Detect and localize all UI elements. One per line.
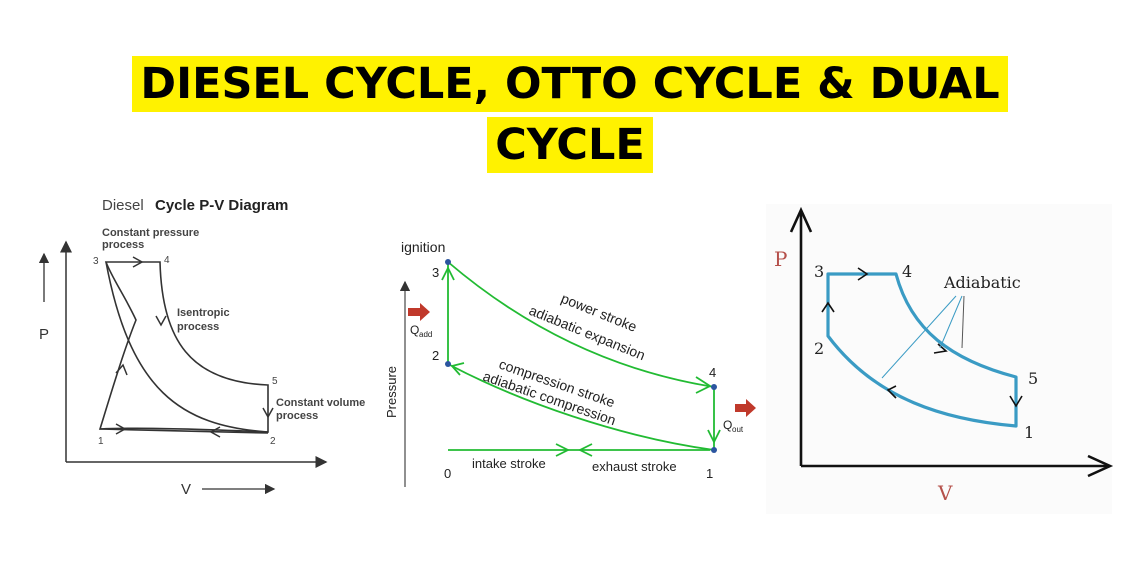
- dual-point-2: 2: [814, 339, 824, 358]
- diesel-heading-a: Diesel: [102, 197, 144, 214]
- dual-cycle-diagram: P V Adiabatic 3 4 2 5 1: [774, 206, 1114, 505]
- otto-cycle-diagram: ignition Pressure Q add 3 2 4 0 1 power …: [384, 239, 756, 487]
- diesel-label-const-volume-2: process: [276, 410, 318, 422]
- diesel-heading-b: Cycle P-V Diagram: [155, 197, 288, 214]
- otto-point-2: 2: [432, 348, 439, 363]
- dual-cycle-path: [826, 272, 1018, 428]
- diesel-arrow-compression: [115, 363, 128, 376]
- otto-point-0: 0: [444, 466, 451, 481]
- otto-curve-3-4: [447, 261, 715, 388]
- otto-arrow-expansion: [695, 376, 712, 394]
- otto-arrow-compression: [450, 362, 465, 376]
- diesel-arrow-5-2: [262, 407, 274, 419]
- diesel-compression-curve: [105, 261, 269, 433]
- diesel-point-4: 4: [164, 255, 170, 266]
- dual-adiabatic-pointer-2: [939, 295, 963, 349]
- dual-y-axis-arrowhead: [789, 206, 813, 233]
- diesel-label-const-volume-1: Constant volume: [276, 397, 365, 409]
- dual-adiabatic-pointer-1: [881, 295, 957, 379]
- dual-point-3: 3: [814, 262, 824, 281]
- diesel-cycle-diagram: Diesel Cycle P-V Diagram P V Constant pr…: [38, 197, 365, 498]
- diesel-label-const-pressure-1: Constant pressure: [102, 227, 199, 239]
- otto-qadd-label: Q: [410, 323, 419, 337]
- diesel-cycle-path: [98, 261, 269, 433]
- dual-axis-p: P: [774, 247, 787, 271]
- otto-arrow-exhaust: [577, 443, 593, 457]
- otto-point-4: 4: [709, 365, 716, 380]
- otto-arrow-up: [441, 265, 455, 281]
- dual-adiabatic-label: Adiabatic: [943, 273, 1021, 292]
- diesel-axis-p: P: [39, 326, 49, 343]
- diesel-point-1: 1: [98, 436, 104, 447]
- otto-point-1: 1: [706, 466, 713, 481]
- otto-ylabel: Pressure: [384, 366, 399, 418]
- otto-curve-1-2: [447, 363, 715, 451]
- diesel-arrow-3-4: [132, 256, 144, 268]
- otto-arrow-intake: [555, 443, 571, 457]
- diesel-intake-line: [99, 428, 269, 434]
- otto-qout-arrow-icon: [735, 399, 756, 417]
- dual-cycle-panel: [766, 204, 1112, 514]
- dual-axis-v: V: [937, 481, 953, 505]
- dual-point-4: 4: [902, 262, 912, 281]
- otto-ignition-label: ignition: [401, 239, 445, 255]
- diesel-point-3: 3: [93, 256, 99, 267]
- dual-arrow-compression: [886, 385, 897, 399]
- otto-intake-stroke: intake stroke: [472, 456, 546, 471]
- diesel-label-isentropic-1: Isentropic: [177, 307, 230, 319]
- diesel-label-const-pressure-2: process: [102, 239, 144, 251]
- otto-point-3-dot: [445, 259, 451, 265]
- otto-qadd-sub: add: [419, 330, 432, 339]
- otto-exhaust-stroke: exhaust stroke: [592, 459, 677, 474]
- dual-point-1: 1: [1024, 423, 1034, 442]
- otto-point-2-dot: [445, 361, 451, 367]
- dual-point-5: 5: [1028, 369, 1038, 388]
- otto-arrow-down: [707, 429, 721, 445]
- otto-point-1-dot: [711, 447, 717, 453]
- title-text-1: DIESEL CYCLE, OTTO CYCLE & DUAL: [132, 56, 1008, 112]
- dual-arrow-3-4: [857, 267, 869, 281]
- diesel-point-5: 5: [272, 376, 278, 387]
- otto-qout-label: Q: [723, 418, 732, 432]
- otto-qadd-arrow-icon: [408, 303, 430, 321]
- otto-point-4-dot: [711, 384, 717, 390]
- title-line-2: CYCLE: [0, 117, 1140, 173]
- dual-x-axis-arrowhead: [1087, 454, 1114, 478]
- diesel-label-isentropic-2: process: [177, 321, 219, 333]
- diesel-point-2: 2: [270, 436, 276, 447]
- dual-arrow-2-3: [821, 301, 835, 313]
- dual-adiabatic-pointer-3: [961, 295, 965, 349]
- otto-qout-sub: out: [732, 425, 744, 434]
- otto-point-3: 3: [432, 265, 439, 280]
- diesel-axis-v: V: [181, 481, 191, 498]
- title-text-2: CYCLE: [487, 117, 653, 173]
- dual-arrow-5-1: [1009, 395, 1023, 408]
- title-line-1: DIESEL CYCLE, OTTO CYCLE & DUAL: [0, 56, 1140, 112]
- diesel-arrow-expansion: [155, 315, 167, 327]
